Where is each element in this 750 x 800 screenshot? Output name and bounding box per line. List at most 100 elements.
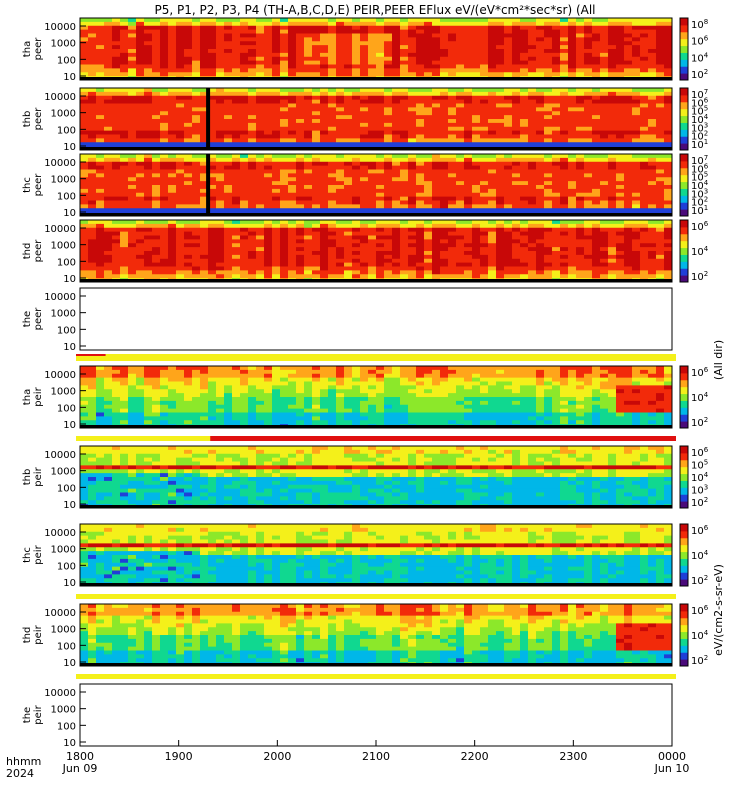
heatmap-cell <box>656 239 665 244</box>
colorbar-segment <box>680 18 688 26</box>
heatmap-cell <box>184 243 193 248</box>
colorbar-segment <box>680 195 688 203</box>
heatmap-cell <box>88 173 97 178</box>
heatmap-cell <box>496 254 505 260</box>
heatmap-cell <box>288 126 297 132</box>
heatmap-cell <box>104 204 113 209</box>
heatmap-cell <box>488 111 497 116</box>
heatmap-cell <box>96 177 105 182</box>
heatmap-cell <box>520 52 529 58</box>
heatmap-cell <box>384 142 393 147</box>
heatmap-cell <box>248 68 257 73</box>
heatmap-cell <box>392 103 401 108</box>
heatmap-cell <box>232 157 241 163</box>
heatmap-cell <box>472 157 481 163</box>
heatmap-cell <box>496 107 505 112</box>
heatmap-cell <box>632 45 641 50</box>
heatmap-cell <box>96 56 105 62</box>
heatmap-cell <box>104 220 113 225</box>
heatmap-cell <box>432 122 441 128</box>
heatmap-cell <box>248 258 257 264</box>
heatmap-cell <box>128 416 137 421</box>
heatmap-cell <box>288 29 297 34</box>
heatmap-cell <box>128 254 137 260</box>
heatmap-cell <box>152 49 161 54</box>
heatmap-cell <box>664 227 673 233</box>
heatmap-cell <box>600 235 609 240</box>
heatmap-cell <box>400 196 409 201</box>
heatmap-cell <box>640 173 649 178</box>
heatmap-cell <box>432 161 441 167</box>
heatmap-cell <box>176 130 185 135</box>
heatmap-cell <box>560 181 569 186</box>
heatmap-cell <box>280 52 289 58</box>
heatmap-cell <box>664 154 673 159</box>
heatmap-cell <box>136 208 145 213</box>
heatmap-cell <box>320 258 329 264</box>
heatmap-cell <box>432 91 441 97</box>
heatmap-cell <box>496 165 505 170</box>
heatmap-cell <box>264 21 273 27</box>
heatmap-cell <box>560 56 569 62</box>
heatmap-cell <box>232 115 241 120</box>
heatmap-cell <box>392 208 401 213</box>
heatmap-cell <box>312 111 321 116</box>
heatmap-cell <box>96 173 105 178</box>
heatmap-cell <box>256 95 265 101</box>
heatmap-cell <box>336 173 345 178</box>
heatmap-cell <box>224 204 233 209</box>
heatmap-cell <box>240 111 249 116</box>
heatmap-cell <box>320 111 329 116</box>
heatmap-cell <box>560 220 569 225</box>
heatmap-cell <box>544 177 553 182</box>
heatmap-cell <box>472 142 481 147</box>
heatmap-cell <box>120 29 129 34</box>
heatmap-cell <box>536 157 545 163</box>
heatmap-cell <box>144 258 153 264</box>
heatmap-cell <box>352 72 361 77</box>
heatmap-cell <box>592 266 601 271</box>
heatmap-cell <box>608 254 617 260</box>
heatmap-cell <box>136 188 145 194</box>
heatmap-cell <box>168 60 177 65</box>
heatmap-cell <box>224 33 233 38</box>
heatmap-cell <box>512 196 521 201</box>
heatmap-cell <box>424 188 433 194</box>
heatmap-cell <box>168 231 177 236</box>
heatmap-cell <box>128 119 137 124</box>
heatmap-cell <box>584 111 593 116</box>
heatmap-cell <box>112 72 121 77</box>
heatmap-cell <box>424 173 433 178</box>
heatmap-cell <box>384 169 393 174</box>
heatmap-cell <box>120 243 129 248</box>
colorbar-segment <box>680 167 688 176</box>
heatmap-cell <box>552 68 561 73</box>
heatmap-cell <box>136 192 145 198</box>
heatmap-cell <box>328 56 337 62</box>
heatmap-cell <box>256 258 265 264</box>
heatmap-cell <box>480 25 489 31</box>
heatmap-cell <box>376 208 385 213</box>
colorbar-tick-label: 102 <box>691 270 708 283</box>
heatmap-cell <box>272 33 281 38</box>
heatmap-cell <box>264 29 273 34</box>
heatmap-cell <box>400 21 409 27</box>
heatmap-cell <box>184 33 193 38</box>
heatmap-cell <box>344 239 353 244</box>
heatmap-cell <box>144 107 153 112</box>
heatmap-cell <box>608 177 617 182</box>
heatmap-cell <box>560 126 569 132</box>
heatmap-cell <box>296 270 305 275</box>
heatmap-cell <box>184 235 193 240</box>
heatmap-cell <box>144 165 153 170</box>
heatmap-cell <box>648 91 657 97</box>
heatmap-cell <box>656 251 665 256</box>
heatmap-cell <box>424 161 433 167</box>
heatmap-cell <box>184 60 193 65</box>
heatmap-cell <box>632 119 641 124</box>
heatmap-cell <box>208 196 217 201</box>
heatmap-cell <box>80 227 89 233</box>
heatmap-cell <box>88 192 97 198</box>
heatmap-cell <box>504 21 513 27</box>
heatmap-cell <box>120 95 129 101</box>
